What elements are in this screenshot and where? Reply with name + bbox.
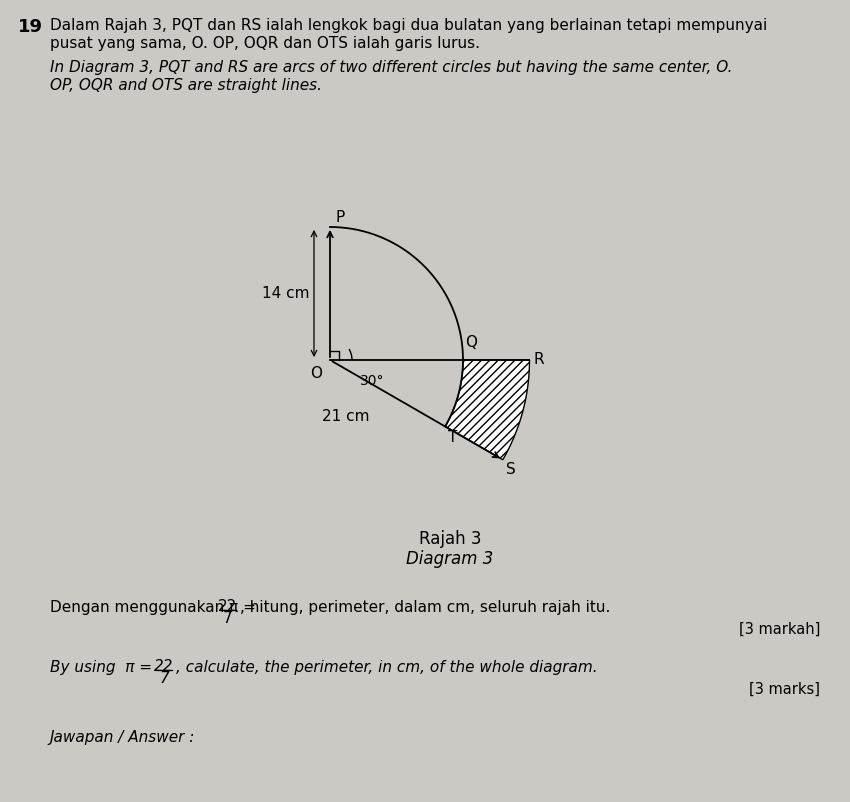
Text: T: T: [448, 430, 457, 444]
Text: S: S: [506, 462, 515, 476]
Text: 22: 22: [218, 599, 238, 614]
Text: 30°: 30°: [360, 374, 384, 388]
Text: By using  π =: By using π =: [50, 660, 157, 675]
Text: Rajah 3: Rajah 3: [419, 530, 481, 548]
Text: Q: Q: [465, 335, 477, 350]
Text: P: P: [336, 210, 345, 225]
Text: Diagram 3: Diagram 3: [406, 550, 494, 568]
Text: 22: 22: [154, 659, 173, 674]
Text: O: O: [310, 366, 322, 381]
Text: 14 cm: 14 cm: [263, 286, 310, 301]
Text: , calculate, the perimeter, in cm, of the whole diagram.: , calculate, the perimeter, in cm, of th…: [176, 660, 598, 675]
Text: , hitung, perimeter, dalam cm, seluruh rajah itu.: , hitung, perimeter, dalam cm, seluruh r…: [240, 600, 610, 615]
Text: [3 marks]: [3 marks]: [749, 682, 820, 697]
Polygon shape: [445, 360, 530, 460]
Text: [3 markah]: [3 markah]: [739, 622, 820, 637]
Text: Dalam Rajah 3, PQT dan RS ialah lengkok bagi dua bulatan yang berlainan tetapi m: Dalam Rajah 3, PQT dan RS ialah lengkok …: [50, 18, 768, 33]
Text: OP, OQR and OTS are straight lines.: OP, OQR and OTS are straight lines.: [50, 78, 322, 93]
Text: In Diagram 3, PQT and RS are arcs of two different circles but having the same c: In Diagram 3, PQT and RS are arcs of two…: [50, 60, 733, 75]
Text: 21 cm: 21 cm: [322, 409, 370, 424]
Text: 7: 7: [224, 611, 233, 626]
Text: Jawapan / Answer :: Jawapan / Answer :: [50, 730, 196, 745]
Text: Dengan menggunakan π =: Dengan menggunakan π =: [50, 600, 261, 615]
Text: 19: 19: [18, 18, 43, 36]
Text: R: R: [534, 353, 544, 367]
Text: 7: 7: [159, 671, 169, 686]
Text: pusat yang sama, O. OP, OQR dan OTS ialah garis lurus.: pusat yang sama, O. OP, OQR dan OTS iala…: [50, 36, 480, 51]
